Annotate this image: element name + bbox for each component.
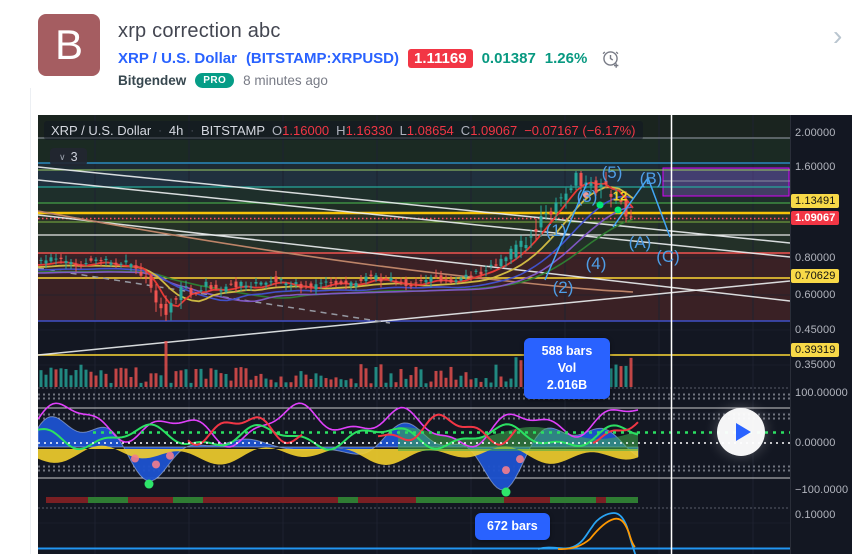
price-badge: 1.11169	[407, 49, 473, 68]
price-scale-label: 0.80000	[795, 252, 836, 264]
legend-low: L1.08654	[399, 123, 454, 138]
symbol-ticker[interactable]: (BITSTAMP:XRPUSD)	[245, 50, 399, 67]
indicator-count: 3	[70, 150, 78, 164]
legend-separator: ·	[190, 124, 194, 137]
price-scale-label: 0.10000	[795, 509, 836, 521]
price-scale-label: 2.00000	[795, 127, 836, 139]
replay-play-button[interactable]	[717, 408, 765, 456]
chevron-right-icon[interactable]: ›	[833, 20, 843, 51]
play-icon	[735, 423, 751, 441]
price-scale-label: 0.39319	[791, 343, 840, 357]
price-scale-label: 1.13491	[791, 194, 840, 208]
price-change-abs: 0.01387	[481, 50, 536, 67]
symbol-link[interactable]: XRP / U.S. Dollar	[118, 50, 237, 67]
chart-legend: XRP / U.S. Dollar · 4h · BITSTAMP O1.160…	[44, 121, 643, 140]
left-divider	[30, 88, 31, 554]
price-scale-label: −100.0000	[795, 484, 849, 496]
published-time: 8 minutes ago	[243, 73, 328, 88]
alarm-plus-icon	[602, 51, 619, 68]
legend-high: H1.16330	[336, 123, 393, 138]
symbol-row: XRP / U.S. Dollar (BITSTAMP:XRPUSD) 1.11…	[118, 48, 621, 69]
price-scale-label: 100.00000	[795, 387, 848, 399]
bars-volume-tooltip: 588 bars Vol 2.016B	[524, 338, 610, 399]
price-scale-label: 0.35000	[795, 359, 836, 371]
avatar[interactable]: B	[38, 14, 100, 76]
legend-open: O1.16000	[272, 123, 330, 138]
pro-badge[interactable]: PRO	[195, 73, 235, 88]
price-scale-label: 0.60000	[795, 289, 836, 301]
price-scale-label: 1.09067	[791, 211, 840, 225]
price-scale[interactable]: 2.00000 1.60000 1.13491 1.09067 0.80000 0.706…	[790, 115, 852, 554]
idea-title[interactable]: xrp correction abc	[118, 20, 281, 42]
bars-count: 672 bars	[487, 519, 538, 533]
collapsed-indicators-button[interactable]: ∨ 3	[50, 148, 87, 166]
chart-canvas[interactable]	[38, 115, 790, 554]
legend-close: C1.09067	[460, 123, 518, 138]
bars-count: 588 bars	[541, 344, 593, 358]
chart-panel: XRP / U.S. Dollar · 4h · BITSTAMP O1.160…	[38, 115, 852, 554]
legend-symbol: XRP / U.S. Dollar	[51, 123, 152, 138]
chevron-down-icon: ∨	[59, 151, 66, 162]
legend-interval: 4h	[168, 123, 184, 138]
author-link[interactable]: Bitgendew	[118, 73, 187, 88]
author-row: Bitgendew PRO 8 minutes ago	[118, 73, 328, 88]
legend-separator: ·	[158, 124, 162, 137]
price-scale-label: 1.60000	[795, 161, 836, 173]
legend-change: −0.07167 (−6.17%)	[524, 123, 636, 138]
price-change-pct: 1.26%	[544, 50, 588, 67]
price-scale-label: 0.70629	[791, 269, 840, 283]
price-scale-label: 0.00000	[795, 437, 836, 449]
volume-readout: Vol 2.016B	[546, 361, 588, 392]
bottom-bars-tooltip: 672 bars	[475, 513, 550, 540]
legend-exchange: BITSTAMP	[201, 123, 266, 138]
add-alert-button[interactable]	[600, 48, 621, 69]
price-scale-label: 0.45000	[795, 324, 836, 336]
